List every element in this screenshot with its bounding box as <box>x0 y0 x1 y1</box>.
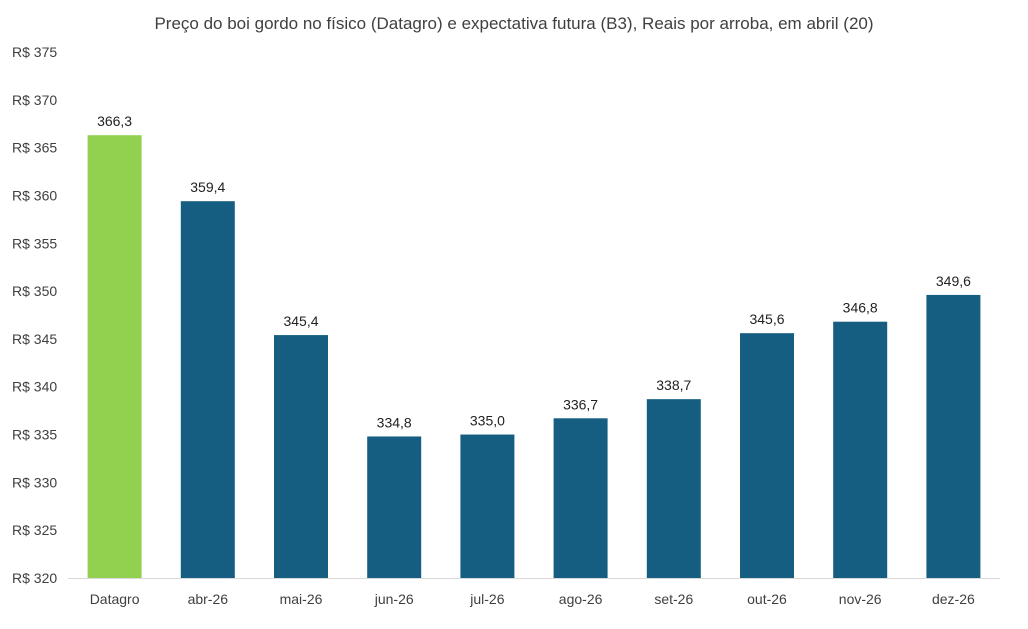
data-label: 336,7 <box>563 396 598 412</box>
y-axis: R$ 320 R$ 325 R$ 330 R$ 335 R$ 340 R$ 345 R$ 3… <box>12 44 57 586</box>
data-label: 349,6 <box>936 273 971 289</box>
data-label: 359,4 <box>190 179 225 195</box>
bar-out-26[interactable] <box>740 333 794 578</box>
data-label: 334,8 <box>377 414 412 430</box>
y-tick-label: R$ 355 <box>12 235 57 251</box>
bar-jun-26[interactable] <box>367 436 422 578</box>
y-tick-label: R$ 340 <box>12 379 57 395</box>
y-tick-label: R$ 335 <box>12 427 57 443</box>
bar-datagro[interactable] <box>87 135 142 578</box>
x-tick-label: mai-26 <box>280 591 323 607</box>
y-tick-label: R$ 360 <box>12 187 57 203</box>
x-axis: Datagro abr-26 mai-26 jun-26 jul-26 ago-26 set… <box>68 578 1000 607</box>
y-tick-label: R$ 375 <box>12 44 57 60</box>
bar-dez-26[interactable] <box>926 294 981 578</box>
bar-abr-26[interactable] <box>180 201 235 578</box>
chart-title: Preço do boi gordo no físico (Datagro) e… <box>154 14 874 33</box>
data-label: 345,4 <box>283 313 318 329</box>
data-label: 366,3 <box>97 113 132 129</box>
x-tick-label: dez-26 <box>932 591 975 607</box>
x-tick-label: abr-26 <box>188 591 229 607</box>
x-tick-label: jun-26 <box>374 591 414 607</box>
x-tick-label: ago-26 <box>559 591 603 607</box>
bars-group: 366,3 359,4 345,4 334,8 335,0 336,7 338,7 345,6… <box>87 113 981 578</box>
x-tick-label: out-26 <box>747 591 787 607</box>
bar-mai-26[interactable] <box>274 335 328 578</box>
y-tick-label: R$ 365 <box>12 140 57 156</box>
data-label: 345,6 <box>749 311 784 327</box>
y-tick-label: R$ 370 <box>12 92 57 108</box>
x-tick-label: set-26 <box>654 591 693 607</box>
x-tick-label: Datagro <box>90 591 140 607</box>
bar-ago-26[interactable] <box>553 418 608 578</box>
bar-set-26[interactable] <box>646 399 701 578</box>
data-label: 346,8 <box>843 300 878 316</box>
x-tick-label: nov-26 <box>839 591 882 607</box>
bar-nov-26[interactable] <box>833 321 888 578</box>
y-tick-label: R$ 350 <box>12 283 57 299</box>
x-tick-label: jul-26 <box>469 591 504 607</box>
y-tick-label: R$ 325 <box>12 522 57 538</box>
bar-jul-26[interactable] <box>460 434 515 578</box>
data-label: 338,7 <box>656 377 691 393</box>
y-tick-label: R$ 345 <box>12 331 57 347</box>
y-tick-label: R$ 330 <box>12 474 57 490</box>
data-label: 335,0 <box>470 413 505 429</box>
y-tick-label: R$ 320 <box>12 570 57 586</box>
